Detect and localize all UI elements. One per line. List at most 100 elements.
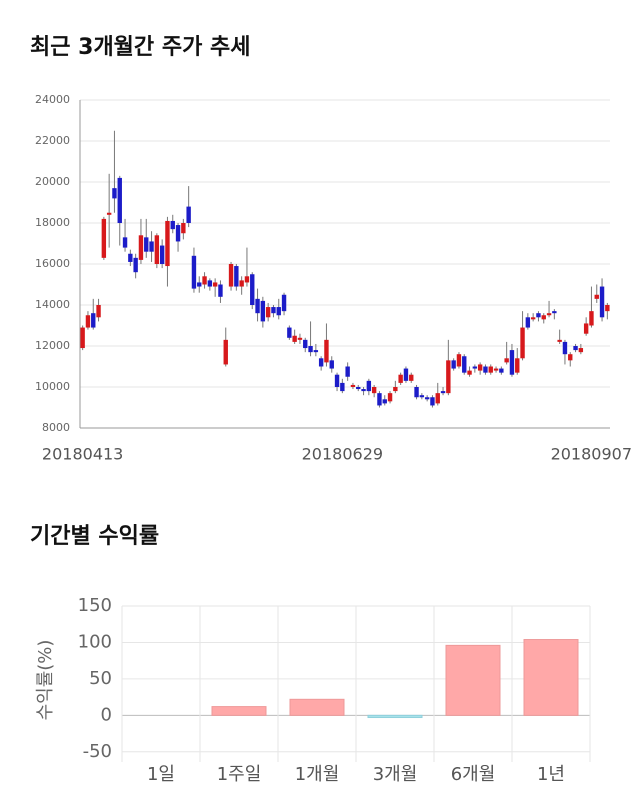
candle-body xyxy=(265,307,271,318)
candle-body xyxy=(504,358,509,363)
bar xyxy=(445,644,501,716)
candle-body xyxy=(149,241,154,252)
candle-body xyxy=(101,218,107,258)
candle-body xyxy=(260,300,266,322)
candle-body xyxy=(175,225,181,242)
candle-body xyxy=(170,220,175,230)
candle-body xyxy=(138,235,144,260)
candle-body xyxy=(250,274,255,305)
candle-body xyxy=(297,337,303,340)
chart-title: 기간별 수익률 xyxy=(30,524,159,549)
candle-body xyxy=(573,346,578,351)
x-tick-label: 1일 xyxy=(147,764,175,785)
candle-body xyxy=(96,305,101,318)
candle-body xyxy=(287,327,292,338)
candle-body xyxy=(340,382,345,392)
candle-body xyxy=(520,327,525,359)
candle-body xyxy=(536,313,541,318)
candle-body xyxy=(382,399,387,404)
candle-body xyxy=(271,307,276,314)
candle-body xyxy=(525,317,531,328)
candle-body xyxy=(112,188,117,199)
candle-body xyxy=(318,358,324,367)
candle-body xyxy=(467,370,472,375)
candle-body xyxy=(117,177,122,223)
candle-body xyxy=(414,387,419,398)
candle-body xyxy=(350,384,356,387)
candle-body xyxy=(128,253,133,262)
candle-body xyxy=(568,354,573,361)
candle-body xyxy=(424,397,430,400)
candle-body xyxy=(165,220,170,267)
candle-body xyxy=(430,397,435,406)
candle-body xyxy=(589,311,594,326)
candle-body xyxy=(483,366,488,373)
candle-body xyxy=(324,339,329,363)
candle-body xyxy=(366,380,372,392)
candle-body xyxy=(212,282,218,287)
candle-body xyxy=(334,374,340,387)
y-axis-title: 수익률(%) xyxy=(35,640,56,721)
candle-body xyxy=(599,286,605,318)
candle-body xyxy=(191,255,197,289)
bar xyxy=(523,639,579,716)
bar xyxy=(367,714,423,719)
candle-body xyxy=(154,235,160,264)
candle-body xyxy=(451,360,456,369)
candle-body xyxy=(409,374,414,381)
candle-body xyxy=(106,212,112,215)
candle-body xyxy=(144,237,149,252)
x-tick-label: 6개월 xyxy=(451,764,496,785)
candle-body xyxy=(605,305,610,312)
x-tick-label: 1개월 xyxy=(295,764,340,785)
y-tick-label: 50 xyxy=(89,668,112,689)
candle-body xyxy=(197,282,202,287)
candle-body xyxy=(583,323,589,334)
candle-body xyxy=(303,339,308,349)
candle-body xyxy=(223,339,228,365)
candle-body xyxy=(239,280,244,287)
candle-body xyxy=(159,245,165,264)
candle-body xyxy=(594,294,599,299)
candle-body xyxy=(80,327,85,349)
y-tick-label: 16000 xyxy=(35,257,70,270)
candle-body xyxy=(493,368,499,371)
x-tick-label: 20180413 xyxy=(42,445,123,464)
candle-body xyxy=(419,395,425,398)
candle-body xyxy=(292,335,297,342)
candle-body xyxy=(234,266,239,287)
candle-body xyxy=(477,364,483,371)
candle-body xyxy=(462,356,467,373)
candle-body xyxy=(446,360,451,394)
candle-body xyxy=(255,298,260,314)
candle-body xyxy=(393,387,398,392)
candle-body xyxy=(276,307,281,316)
y-tick-label: 14000 xyxy=(35,298,70,311)
candle-body xyxy=(133,257,138,273)
candle-body xyxy=(472,366,478,369)
candle-body xyxy=(499,368,504,373)
candle-body xyxy=(361,389,366,392)
x-tick-label: 3개월 xyxy=(373,764,418,785)
candle-body xyxy=(488,366,493,373)
candle-body xyxy=(387,393,393,402)
x-tick-label: 20180907 xyxy=(551,445,632,464)
y-tick-label: 22000 xyxy=(35,134,70,147)
candle-body xyxy=(557,339,562,342)
candle-body xyxy=(403,368,409,381)
candle-body xyxy=(308,346,313,353)
x-tick-label: 1년 xyxy=(537,764,565,785)
candle-body xyxy=(207,280,213,287)
candle-body xyxy=(440,391,446,394)
candle-body xyxy=(91,313,96,328)
candle-body xyxy=(435,393,440,404)
chart-title: 최근 3개월간 주가 추세 xyxy=(30,35,250,60)
bar xyxy=(289,698,345,716)
candle-body xyxy=(562,341,568,355)
candle-body xyxy=(398,374,403,383)
candle-body xyxy=(202,276,207,285)
x-tick-label: 1주일 xyxy=(217,764,262,785)
bar xyxy=(211,706,267,716)
candle-body xyxy=(509,350,515,375)
